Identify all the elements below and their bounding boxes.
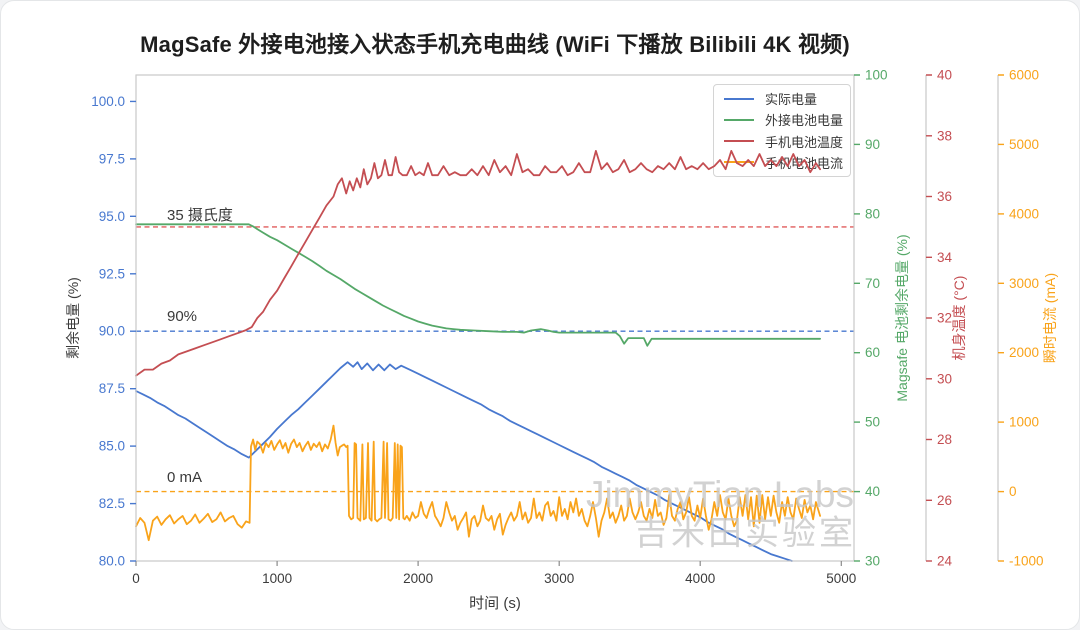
orange-axis-tick-label: -1000: [1009, 554, 1044, 569]
watermark-line2: 吉米田实验室: [634, 514, 856, 553]
legend-label: 实际电量: [765, 92, 818, 108]
red-axis-tick-label: 40: [937, 68, 952, 83]
green-axis-tick-label: 60: [865, 345, 880, 360]
x-axis-title: 时间 (s): [469, 595, 521, 612]
red-axis-tick-label: 26: [937, 493, 952, 508]
green-axis-tick-label: 70: [865, 276, 880, 291]
series-actual-battery-level-line: [135, 361, 793, 562]
plot-border: [135, 74, 855, 562]
green-axis-tick-label: 90: [865, 137, 880, 152]
red-axis-tick-label: 34: [937, 250, 953, 265]
ref-label-35c: 35 摄氏度: [167, 207, 233, 224]
x-tick-label: 5000: [826, 571, 856, 586]
orange-axis-tick-label: 2000: [1009, 345, 1039, 360]
orange-axis-tick-label: 4000: [1009, 206, 1039, 221]
left-axis-title: 剩余电量 (%): [65, 277, 81, 359]
orange-axis-tick-label: 3000: [1009, 276, 1039, 291]
legend-label: 外接电池电量: [765, 113, 844, 129]
red-axis-tick-label: 28: [937, 432, 952, 447]
series-phone-battery-temperature-line: [135, 150, 821, 377]
ref-label-90pct: 90%: [167, 308, 198, 325]
legend-item-external-battery: 外接电池电量: [714, 110, 850, 129]
ref-label-0ma: 0 mA: [167, 469, 203, 486]
x-tick-label: 2000: [403, 571, 433, 586]
red-axis-tick-label: 36: [937, 189, 952, 204]
x-tick-label: 3000: [544, 571, 574, 586]
green-axis-tick-label: 80: [865, 206, 880, 221]
watermark-line1: JimmyTian Labs: [586, 474, 854, 515]
left-axis-tick-label: 87.5: [99, 381, 125, 396]
left-axis-tick-label: 97.5: [99, 151, 125, 166]
x-tick-label: 4000: [685, 571, 715, 586]
left-axis-tick-label: 92.5: [99, 266, 125, 281]
chart-title: MagSafe 外接电池接入状态手机充电曲线 (WiFi 下播放 Bilibil…: [140, 32, 850, 57]
left-axis-tick-label: 80.0: [99, 554, 125, 569]
green-axis-tick-label: 40: [865, 484, 880, 499]
orange-axis-tick-label: 5000: [1009, 137, 1039, 152]
series-phone-battery-current-line: [135, 424, 821, 542]
x-tick-label: 0: [132, 571, 140, 586]
orange-axis-tick-label: 1000: [1009, 415, 1039, 430]
legend-swatch-orange: [724, 161, 754, 164]
temperature-axis-title: 机身温度 (°C): [951, 275, 967, 361]
current-axis-title: 瞬时电流 (mA): [1042, 272, 1058, 364]
left-axis-tick-label: 85.0: [99, 439, 125, 454]
legend-item-temperature: 手机电池温度: [714, 132, 850, 151]
red-axis-tick-label: 30: [937, 371, 952, 386]
left-axis-tick-label: 90.0: [99, 324, 125, 339]
red-axis-tick-label: 32: [937, 311, 952, 326]
legend-label: 手机电池温度: [765, 134, 844, 150]
magsafe-axis-title: Magsafe 电池剩余电量 (%): [894, 234, 910, 402]
orange-axis-tick-label: 0: [1009, 484, 1017, 499]
legend-item-actual-battery: 实际电量: [714, 89, 850, 108]
x-tick-label: 1000: [262, 571, 292, 586]
left-axis-tick-label: 82.5: [99, 496, 125, 511]
left-axis-tick-label: 95.0: [99, 209, 125, 224]
legend-swatch-blue: [724, 97, 754, 100]
green-axis-tick-label: 100: [865, 68, 888, 83]
left-axis-tick-label: 100.0: [91, 94, 125, 109]
green-axis-tick-label: 50: [865, 415, 880, 430]
series-external-battery-level-line: [135, 223, 821, 347]
orange-axis-tick-label: 6000: [1009, 68, 1039, 83]
red-axis-tick-label: 38: [937, 128, 952, 143]
legend-swatch-green: [724, 118, 754, 121]
legend-swatch-red: [724, 140, 754, 143]
green-axis-tick-label: 30: [865, 554, 880, 569]
red-axis-tick-label: 24: [937, 554, 953, 569]
